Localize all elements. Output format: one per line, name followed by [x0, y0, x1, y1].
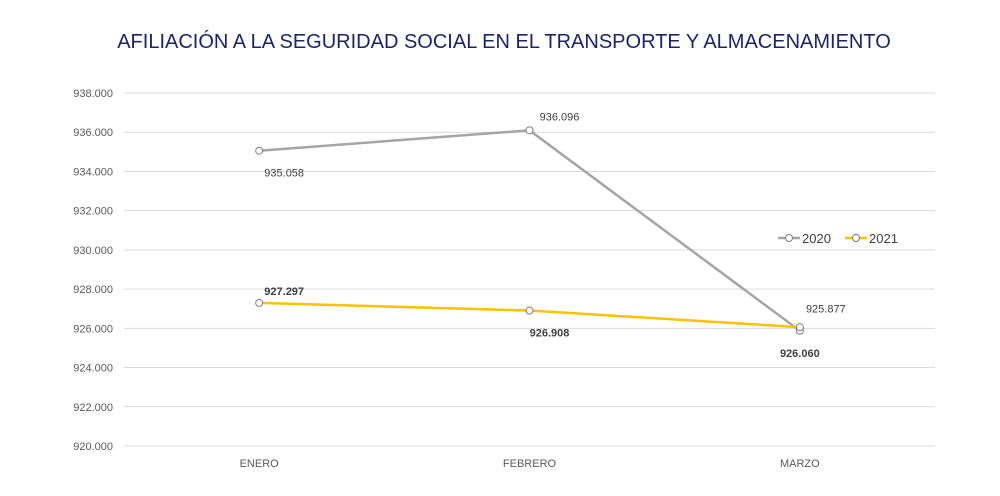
- y-tick-label: 936.000: [73, 127, 113, 139]
- data-point-2021: [795, 323, 804, 332]
- data-point-2021: [255, 298, 264, 307]
- data-label-2021: 926.060: [780, 348, 820, 360]
- data-point-2020: [525, 126, 534, 135]
- y-tick-label: 938.000: [73, 88, 113, 100]
- series-line-2020: [259, 129, 801, 332]
- x-tick-label: MARZO: [780, 458, 820, 470]
- legend-marker-2021: [852, 234, 860, 242]
- data-label-2020: 936.096: [540, 111, 580, 123]
- y-tick-label: 932.000: [73, 206, 113, 218]
- chart-title: AFILIACIÓN A LA SEGURIDAD SOCIAL EN EL T…: [117, 30, 891, 53]
- y-tick-label: 926.000: [73, 323, 113, 335]
- y-tick-label: 934.000: [73, 166, 113, 178]
- data-label-2021: 926.908: [530, 328, 570, 340]
- y-tick-label: 930.000: [73, 245, 113, 257]
- data-label-2020: 925.877: [806, 304, 846, 316]
- y-tick-label: 922.000: [73, 402, 113, 414]
- legend-marker-2020: [785, 234, 793, 242]
- legend-label-2020: 2020: [802, 231, 831, 246]
- legend-label-2021: 2021: [869, 231, 898, 246]
- data-label-2021: 927.297: [264, 286, 304, 298]
- y-tick-label: 928.000: [73, 284, 113, 296]
- data-point-2021: [525, 306, 534, 315]
- x-tick-label: FEBRERO: [503, 458, 557, 470]
- data-label-2020: 935.058: [264, 168, 304, 180]
- y-tick-label: 924.000: [73, 363, 113, 375]
- y-tick-label: 920.000: [73, 441, 113, 453]
- data-point-2020: [255, 146, 264, 155]
- x-tick-label: ENERO: [240, 458, 280, 470]
